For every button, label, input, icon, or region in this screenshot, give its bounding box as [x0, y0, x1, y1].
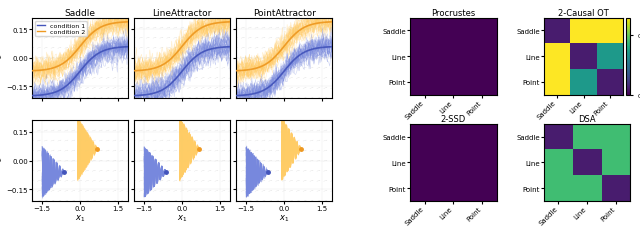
Y-axis label: $x_2$: $x_2$ — [0, 156, 5, 166]
X-axis label: $x_1$: $x_1$ — [279, 213, 289, 223]
Title: LineAttractor: LineAttractor — [152, 9, 212, 18]
Title: PointAttractor: PointAttractor — [253, 9, 316, 18]
Title: DSA: DSA — [579, 115, 596, 124]
Y-axis label: $x_2$: $x_2$ — [0, 53, 5, 64]
Title: 2-SSD: 2-SSD — [441, 115, 466, 124]
Legend: condition 1, condition 2: condition 1, condition 2 — [35, 21, 86, 37]
Title: 2-Causal OT: 2-Causal OT — [558, 9, 609, 18]
Title: Saddle: Saddle — [65, 9, 95, 18]
Title: Procrustes: Procrustes — [431, 9, 476, 18]
X-axis label: $x_1$: $x_1$ — [177, 213, 188, 223]
X-axis label: $x_1$: $x_1$ — [75, 213, 85, 223]
